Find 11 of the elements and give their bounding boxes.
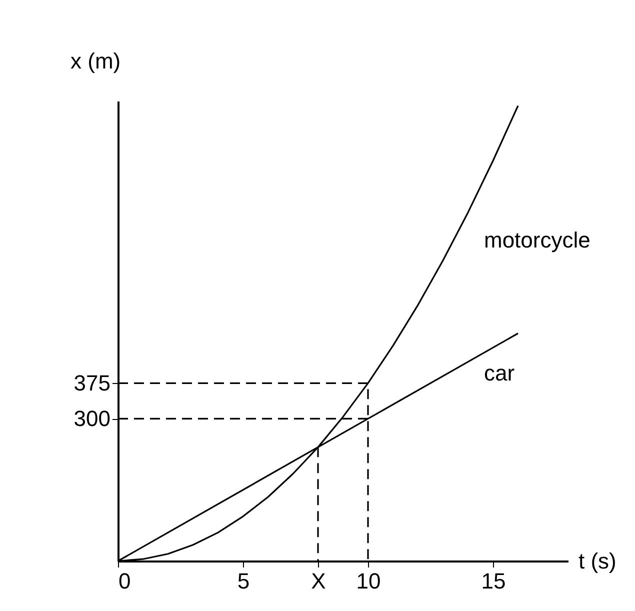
- x-tick-label: X: [311, 568, 326, 594]
- x-axis-title: t (s): [578, 548, 616, 574]
- series-label: car: [484, 360, 515, 386]
- x-tick-label: 5: [237, 568, 250, 594]
- y-tick-label: 375: [74, 370, 110, 396]
- y-tick-label: 300: [74, 406, 110, 432]
- y-axis-title: x (m): [70, 48, 121, 74]
- series-label: motorcycle: [484, 228, 590, 253]
- x-tick-label: 0: [118, 568, 131, 594]
- x-tick-label: 15: [481, 568, 506, 594]
- x-tick-label: 10: [356, 568, 381, 594]
